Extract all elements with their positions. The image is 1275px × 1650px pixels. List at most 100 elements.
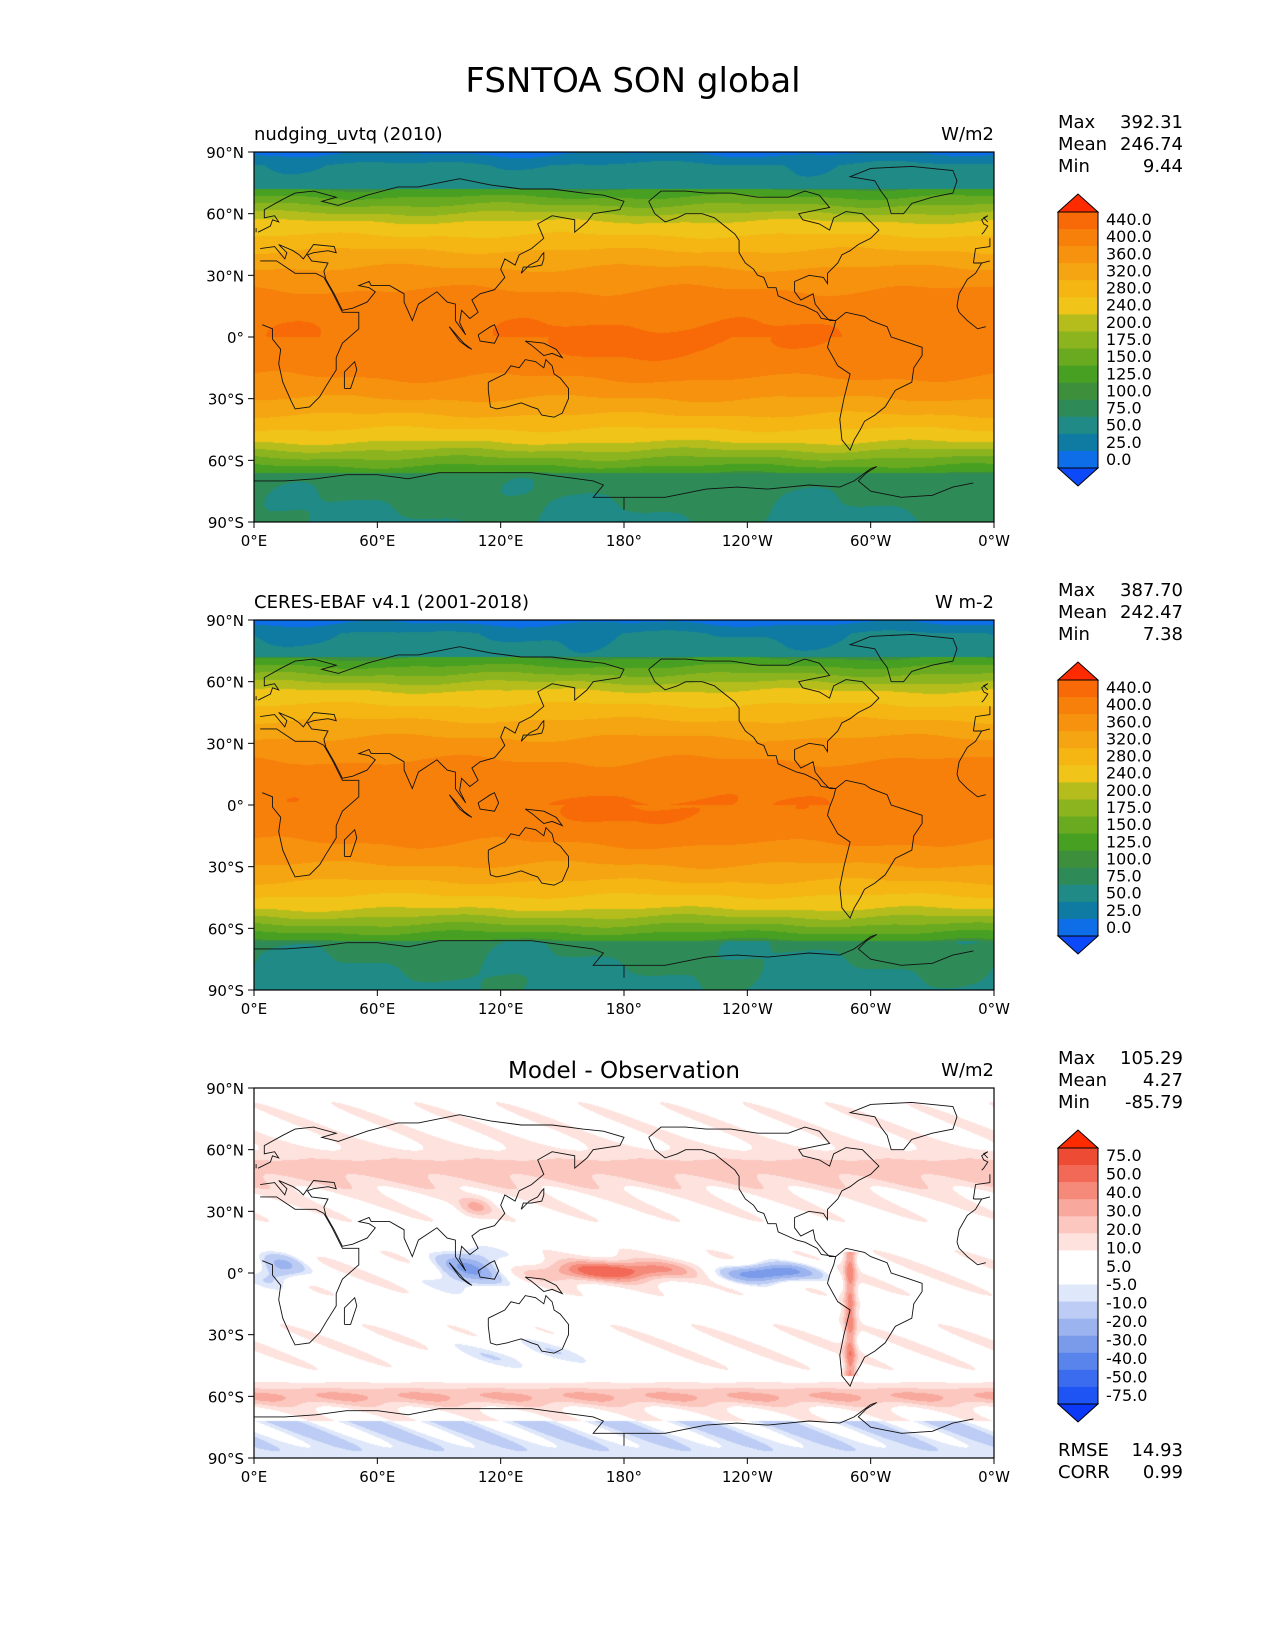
lat-tick-label: 60°S [208, 920, 244, 938]
colorbar-segment [1058, 1284, 1098, 1303]
lon-tick-label: 0°W [978, 1000, 1010, 1018]
stat-label-mean: Mean [1058, 1070, 1107, 1091]
colorbar-segment [1058, 1148, 1098, 1166]
colorbar-label: 10.0 [1106, 1238, 1142, 1257]
panel-title: Model - Observation [508, 1058, 740, 1084]
colorbar-label: 150.0 [1106, 347, 1152, 366]
stat-value-corr: 0.99 [1143, 1462, 1183, 1483]
colorbar-extend-max [1056, 661, 1100, 681]
colorbar-segment [1058, 382, 1098, 401]
colorbar-label: 175.0 [1106, 798, 1152, 817]
colorbar-label: 360.0 [1106, 712, 1152, 731]
panel-units: W m-2 [935, 592, 994, 613]
colorbar-segment [1058, 833, 1098, 852]
coastline-7 [255, 215, 989, 235]
lat-tick-label: 0° [227, 329, 244, 347]
coastline-9 [525, 808, 564, 827]
colorbar-segment [1058, 867, 1098, 886]
colorbar-segment [1058, 901, 1098, 920]
colorbar-label: 280.0 [1106, 279, 1152, 298]
colorbar-segment [1058, 1216, 1098, 1234]
stats-block: Max 392.31 Mean 246.74 Min 9.44 [1058, 112, 1183, 177]
figure-title: FSNTOA SON global [465, 61, 800, 101]
lat-tick-label: 30°S [208, 391, 244, 409]
colorbar-label: 75.0 [1106, 1146, 1142, 1165]
colorbar-label: 150.0 [1106, 815, 1152, 834]
stat-value-max: 105.29 [1120, 1048, 1183, 1069]
colorbar-segment [1058, 850, 1098, 869]
coastlines [254, 1101, 991, 1446]
stat-label-max: Max [1058, 112, 1096, 133]
colorbar-segment [1058, 1369, 1098, 1388]
lat-tick-label: 60°S [208, 1388, 244, 1406]
colorbar-label: 50.0 [1106, 1164, 1142, 1183]
colorbar-label: 400.0 [1106, 695, 1152, 714]
lat-tick-label: 60°S [208, 452, 244, 470]
stat-label-max: Max [1058, 580, 1096, 601]
colorbar: 0.025.050.075.0100.0125.0150.0175.0200.0… [1056, 661, 1152, 955]
lon-tick-label: 0°W [978, 1468, 1010, 1486]
colorbar-label: 0.0 [1106, 918, 1131, 937]
colorbar-extend-max [1056, 193, 1100, 213]
colorbar-label: -50.0 [1106, 1368, 1147, 1387]
colorbar-label: 50.0 [1106, 884, 1142, 903]
colorbar-segment [1058, 1165, 1098, 1183]
panel-1: nudging_uvtq (2010) W/m2 90°N 60°N 30°N 0° 30°… [206, 112, 1183, 550]
colorbar-segment [1058, 348, 1098, 367]
lon-tick-label: 120°W [722, 1468, 773, 1486]
colorbar-label: 75.0 [1106, 399, 1142, 418]
colorbar-label: 30.0 [1106, 1201, 1142, 1220]
colorbar-label: 75.0 [1106, 867, 1142, 886]
colorbar-label: 125.0 [1106, 364, 1152, 383]
lat-tick-label: 60°N [206, 206, 244, 224]
coastline-6 [848, 633, 958, 683]
coastline-1 [827, 311, 923, 451]
lon-tick-label: 180° [606, 532, 642, 550]
coastline-7 [255, 683, 989, 703]
colorbar-segment [1058, 331, 1098, 350]
lat-tick-label: 30°S [208, 1327, 244, 1345]
colorbar-label: 175.0 [1106, 330, 1152, 349]
lat-tick-label: 0° [227, 1265, 244, 1283]
colorbar-segment [1058, 1386, 1098, 1405]
colorbar: 0.025.050.075.0100.0125.0150.0175.0200.0… [1056, 193, 1152, 487]
colorbar-label: 440.0 [1106, 678, 1152, 697]
colorbar-label: 400.0 [1106, 227, 1152, 246]
lat-tick-label: 90°N [206, 144, 244, 162]
colorbar-label: 40.0 [1106, 1183, 1142, 1202]
coastline-8 [520, 251, 545, 274]
colorbar-segment [1058, 731, 1098, 749]
map-field [254, 620, 994, 990]
colorbar-segment [1058, 748, 1098, 766]
lon-tick-label: 120°E [478, 1000, 524, 1018]
stats-block: Max 387.70 Mean 242.47 Min 7.38 [1058, 580, 1183, 645]
panel-title: CERES-EBAF v4.1 (2001-2018) [254, 592, 529, 613]
coastline-6 [848, 165, 958, 215]
coastline-4 [487, 1294, 569, 1354]
coastline-12 [343, 828, 358, 857]
coastline-2 [260, 728, 986, 878]
stat-label-min: Min [1058, 624, 1090, 645]
lon-tick-label: 60°E [359, 532, 395, 550]
panel-3: Model - Observation W/m2 90°N 60°N 30°N 0° 30°… [206, 1048, 1183, 1486]
stat-value-max: 392.31 [1120, 112, 1183, 133]
panel-units: W/m2 [941, 124, 994, 145]
colorbar-label: 50.0 [1106, 416, 1142, 435]
stat-value-mean: 242.47 [1120, 602, 1183, 623]
coastline-2 [260, 1196, 986, 1346]
lon-tick-label: 60°W [850, 1468, 892, 1486]
coastline-10 [477, 324, 500, 344]
colorbar-label: 200.0 [1106, 781, 1152, 800]
colorbar-label: 100.0 [1106, 849, 1152, 868]
coastline-8 [520, 719, 545, 742]
lat-tick-label: 90°S [208, 982, 244, 1000]
colorbar-segment [1058, 263, 1098, 281]
stat-label-max: Max [1058, 1048, 1096, 1069]
lat-tick-label: 30°S [208, 859, 244, 877]
colorbar-label: 320.0 [1106, 261, 1152, 280]
colorbar-segment [1058, 314, 1098, 332]
colorbar-segment [1058, 246, 1098, 264]
coastline-2 [260, 260, 986, 410]
colorbar-segment [1058, 399, 1098, 418]
colorbar-label: -40.0 [1106, 1349, 1147, 1368]
